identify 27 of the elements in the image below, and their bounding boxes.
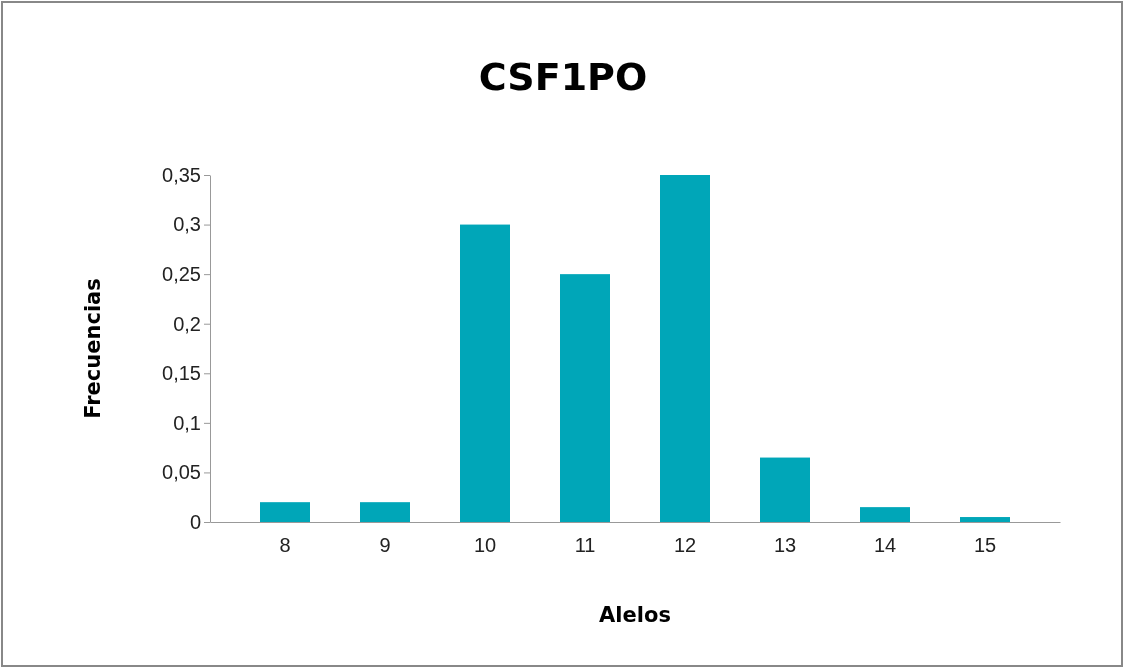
y-tick-label: 0,1 [173, 411, 201, 434]
x-tick-label: 15 [973, 534, 997, 557]
y-tick-label: 0,15 [162, 362, 201, 385]
bar [460, 224, 510, 522]
x-tick-label: 14 [873, 534, 897, 557]
bar [560, 274, 610, 522]
y-tick-label: 0,05 [162, 461, 201, 484]
chart-title: CSF1PO [478, 55, 648, 99]
bar [360, 502, 410, 522]
x-axis-title: Alelos [599, 603, 671, 627]
y-tick-label: 0 [189, 510, 201, 533]
bar [860, 507, 910, 522]
bar [960, 517, 1010, 522]
bar [260, 502, 310, 522]
bar [760, 457, 810, 522]
bar [660, 175, 710, 522]
x-tick-label: 13 [773, 534, 797, 557]
x-tick-label: 12 [673, 534, 697, 557]
y-axis-title: Frecuencias [81, 278, 105, 419]
y-tick-label: 0,25 [162, 263, 201, 286]
x-tick-label: 8 [279, 534, 291, 557]
x-tick-label: 11 [574, 534, 596, 557]
y-tick-label: 0,3 [173, 213, 201, 236]
y-tick-label: 0,2 [173, 312, 201, 335]
y-tick-label: 0,35 [162, 163, 201, 186]
x-tick-label: 10 [473, 534, 497, 557]
x-tick-label: 9 [379, 534, 391, 557]
